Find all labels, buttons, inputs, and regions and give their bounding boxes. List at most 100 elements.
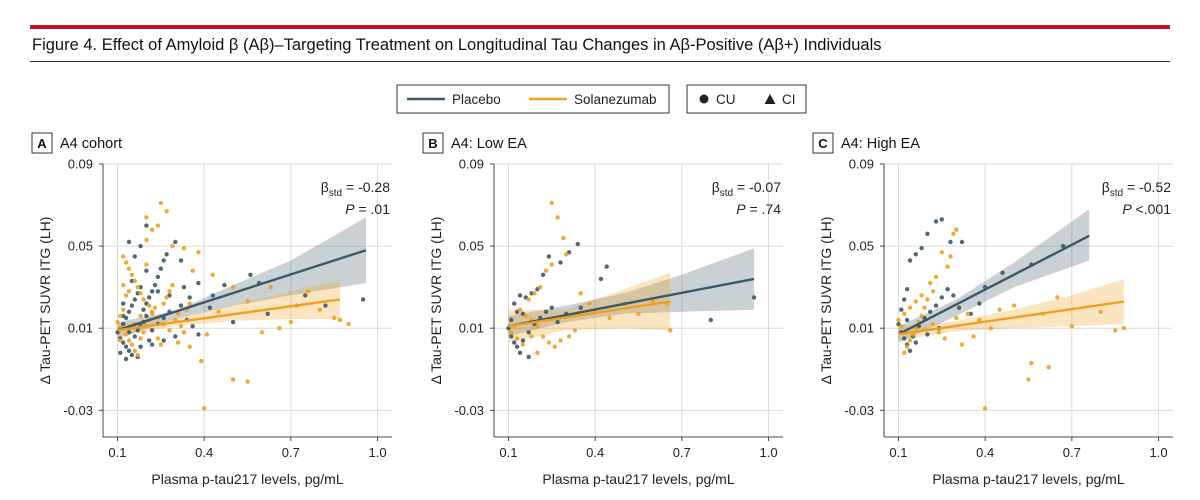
data-point-solanezumab (587, 301, 592, 306)
data-point-solanezumab (636, 311, 641, 316)
data-point-placebo (265, 311, 270, 316)
data-point-placebo (902, 336, 907, 341)
x-tick-label: 0.7 (1063, 445, 1081, 460)
data-point-solanezumab (933, 274, 939, 280)
data-point-solanezumab (161, 301, 166, 306)
data-point-placebo (196, 332, 201, 337)
data-point-solanezumab (959, 342, 965, 347)
data-point-placebo (158, 266, 163, 271)
data-point-placebo (939, 295, 944, 300)
panel-letter-box (422, 132, 444, 154)
data-point-placebo (132, 254, 137, 259)
data-point-solanezumab (187, 301, 192, 306)
data-point-solanezumab (144, 262, 149, 267)
data-point-solanezumab (115, 319, 120, 325)
data-point-placebo (977, 301, 982, 306)
data-point-placebo (181, 285, 187, 290)
data-point-solanezumab (288, 319, 293, 325)
data-point-solanezumab (928, 280, 933, 286)
legend-cu-label: CU (716, 92, 736, 107)
data-point-solanezumab (1046, 365, 1051, 370)
data-point-placebo (138, 243, 143, 249)
data-point-placebo (126, 239, 132, 245)
x-tick-label: 0.4 (976, 445, 994, 460)
data-point-placebo (925, 332, 930, 337)
data-point-solanezumab (181, 330, 187, 335)
data-point-solanezumab (902, 311, 907, 316)
data-point-solanezumab (540, 334, 546, 339)
y-tick-label: 0.05 (68, 239, 93, 254)
data-point-solanezumab (126, 266, 132, 271)
data-point-placebo (121, 321, 126, 327)
data-point-placebo (141, 307, 146, 312)
data-point-placebo (132, 334, 137, 339)
data-point-placebo (248, 272, 253, 277)
data-point-solanezumab (167, 328, 172, 333)
data-point-solanezumab (517, 307, 523, 312)
beta-stat: βstd = -0.28 (321, 179, 390, 199)
data-point-placebo (173, 334, 178, 339)
data-point-solanezumab (178, 324, 184, 329)
data-point-solanezumab (170, 282, 175, 288)
data-point-placebo (144, 268, 149, 273)
data-point-solanezumab (118, 313, 123, 319)
data-point-placebo (123, 356, 129, 362)
data-point-placebo (207, 305, 213, 310)
data-point-placebo (126, 348, 132, 353)
panel-b: B A4: Low EA -0.03 0.01 0.05 0.09 0.1 0.4 0.7 1.0… (422, 132, 783, 487)
fit-line-solanezumab (898, 300, 1125, 336)
data-point-solanezumab (919, 313, 924, 319)
data-point-placebo (222, 282, 227, 288)
data-point-placebo (578, 305, 583, 310)
data-point-placebo (520, 338, 526, 343)
y-axis-label: Δ Tau-PET SUVR ITG (LH) (818, 217, 834, 385)
data-point-solanezumab (317, 307, 322, 312)
data-point-placebo (904, 317, 910, 323)
data-point-placebo (945, 287, 950, 292)
ci-band-solanezumab (508, 272, 671, 343)
data-point-solanezumab (144, 215, 149, 220)
data-point-solanezumab (997, 307, 1002, 312)
y-tick-label: 0.09 (849, 157, 874, 172)
data-point-placebo (514, 344, 520, 349)
data-point-solanezumab (1011, 303, 1017, 308)
panel-title: A4: Low EA (451, 136, 527, 152)
data-point-solanezumab (346, 321, 351, 327)
data-point-solanezumab (175, 311, 181, 316)
data-point-solanezumab (132, 278, 137, 284)
data-point-solanezumab (988, 326, 994, 331)
data-point-placebo (121, 301, 126, 306)
data-point-solanezumab (123, 260, 129, 265)
data-point-solanezumab (535, 350, 540, 355)
y-tick-label: -0.03 (454, 403, 484, 418)
data-point-placebo (899, 307, 904, 312)
fit-line-placebo (897, 234, 1090, 336)
panel-letter: C (818, 136, 828, 151)
data-point-solanezumab (149, 311, 155, 316)
data-point-solanezumab (210, 272, 215, 277)
data-point-placebo (902, 297, 907, 302)
data-point-placebo (123, 344, 129, 349)
beta-stat: βstd = -0.07 (712, 179, 781, 199)
data-point-solanezumab (930, 289, 936, 294)
data-point-placebo (509, 317, 514, 323)
data-point-placebo (138, 344, 143, 349)
data-point-placebo (149, 342, 155, 347)
data-point-solanezumab (526, 297, 531, 302)
data-point-solanezumab (245, 379, 250, 384)
data-point-solanezumab (942, 336, 947, 341)
data-point-placebo (155, 274, 161, 280)
data-point-solanezumab (922, 305, 927, 310)
data-point-placebo (549, 305, 554, 310)
data-point-placebo (144, 223, 149, 228)
data-point-solanezumab (170, 243, 175, 249)
x-axis-label: Plasma p-tau217 levels, pg/mL (932, 471, 1124, 487)
data-point-solanezumab (896, 317, 901, 323)
data-point-solanezumab (546, 340, 552, 345)
data-point-solanezumab (558, 338, 563, 343)
data-point-placebo (948, 239, 953, 245)
panel-a: A A4 cohort -0.03 0.01 0.05 0.09 0.1 0.4 0.7 1.0 P… (31, 132, 392, 487)
data-point-placebo (1000, 270, 1005, 275)
data-point-placebo (190, 324, 195, 329)
